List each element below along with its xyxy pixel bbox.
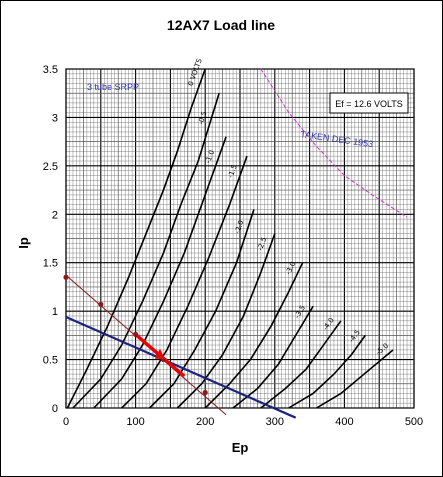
plate-curve [232,305,314,409]
plate-curve [72,92,220,409]
x-tick-label: 500 [405,416,423,428]
filament-note: Ef = 12.6 VOLTS [329,92,409,114]
plate-curve [260,320,342,409]
grid [65,68,415,409]
x-tick-label: 300 [266,416,284,428]
x-tick-label: 400 [335,416,353,428]
x-tick-label: 200 [196,416,214,428]
load-point [63,274,69,280]
plate-curve [93,136,227,409]
plate-curves: 0 VOLTS-0.5-1.0-1.5-2.0-2.5-3.0-3.5-4.0-… [66,57,394,409]
max-dissipation-curve [260,68,408,218]
plate-curve [176,233,276,409]
y-tick-label: 2 [52,209,58,221]
chart-title: 12AX7 Load line [167,17,275,33]
curve-label: -2.0 [234,219,246,234]
x-tick-label: 100 [126,416,144,428]
plate-curve [121,155,248,409]
plate-curve [148,209,255,409]
load-point [98,301,104,307]
y-tick-label: 1.5 [43,258,58,270]
y-tick-label: 2.5 [43,161,58,173]
x-axis-title: Ep [232,440,249,455]
filament-note-box [329,92,409,114]
load-line [65,315,297,419]
plate-curve [316,349,394,409]
y-tick-label: 1 [52,306,58,318]
x-tick-label: 0 [63,416,69,428]
filament-note-text: Ef = 12.6 VOLTS [335,99,403,109]
plate-curve [66,68,206,409]
plot-border [65,68,415,409]
y-tick-label: 0.5 [43,355,58,367]
y-tick-label: 3 [52,112,58,124]
y-tick-label: 0 [52,403,58,415]
curve-label: -0.5 [197,110,209,125]
load-point [202,389,208,396]
load-point [133,331,139,337]
y-axis-title: Ip [16,237,31,249]
curve-label: 0 VOLTS [187,57,204,87]
operating-point [154,348,165,359]
y-tick-label: 3.5 [43,64,58,76]
axis-ticks: 0 100 200 300 400 500 0 0.5 1 1.5 2 2.5 3 3.5 [43,64,423,428]
plate-curve [288,334,366,409]
top-left-note: 3 tube SRPP [87,82,139,92]
load-lines [63,68,408,419]
